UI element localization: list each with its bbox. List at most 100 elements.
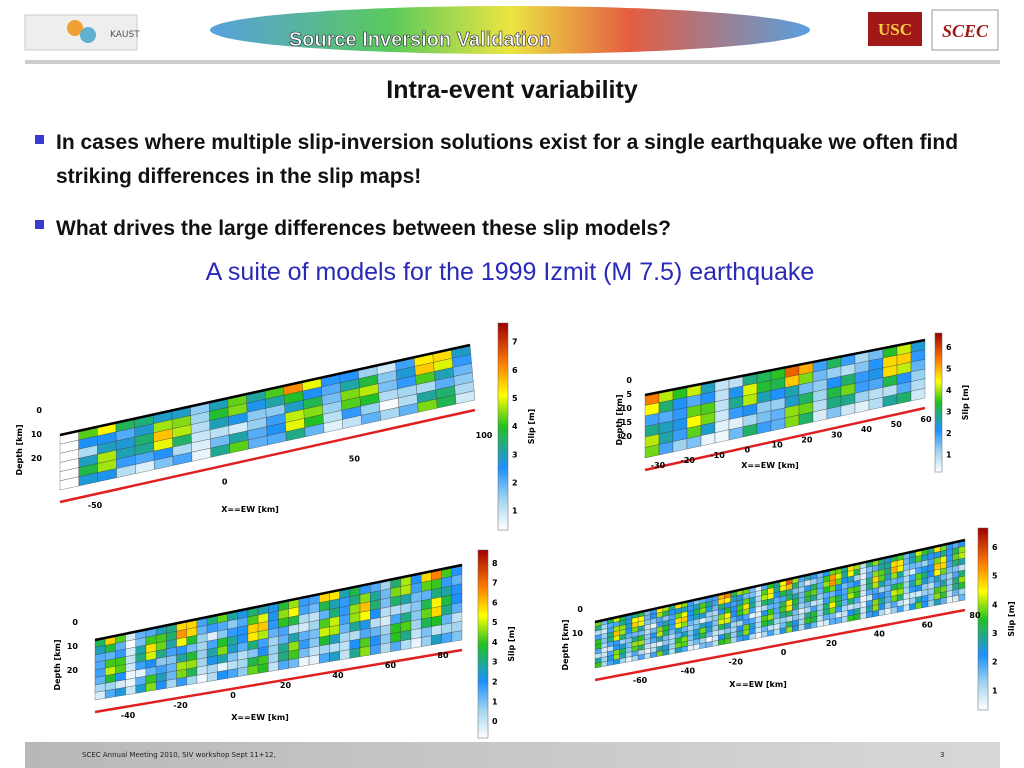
depth-tick-label: 0 <box>72 618 78 627</box>
slip-cell <box>339 649 351 661</box>
colorbar-tick-label: 4 <box>992 600 998 609</box>
x-tick-label: 20 <box>801 435 813 444</box>
slip-cell <box>841 615 848 623</box>
colorbar-tick-label: 1 <box>992 686 998 695</box>
x-axis-label: X==EW [km] <box>729 680 787 689</box>
x-tick-label: 0 <box>745 446 751 455</box>
slip-cell <box>380 642 391 654</box>
colorbar-label: Slip [m] <box>507 626 516 661</box>
slip-cell <box>921 600 929 609</box>
depth-tick-label: 10 <box>621 404 633 413</box>
slip-cell <box>400 629 412 642</box>
depth-tick-label: 10 <box>67 642 79 651</box>
slip-cell <box>390 640 401 652</box>
slip-cell <box>329 651 340 662</box>
banner <box>210 6 810 54</box>
slip-cell <box>186 675 198 686</box>
slip-cell <box>792 625 799 632</box>
x-tick-label: 10 <box>772 441 784 450</box>
slip-cell <box>451 630 463 642</box>
surface-trace <box>94 563 463 642</box>
slip-cell <box>451 621 463 633</box>
colorbar-tick-label: 2 <box>946 429 952 438</box>
slip-cell <box>431 624 442 636</box>
slip-cell <box>390 631 401 643</box>
depth-tick-label: 0 <box>36 406 42 415</box>
slip-cell <box>761 630 768 638</box>
logo-dot <box>80 27 96 43</box>
slip-cell <box>298 656 310 667</box>
slip-cell <box>206 671 218 682</box>
slip-cell <box>257 663 269 674</box>
slip-cell <box>915 601 922 610</box>
colorbar <box>497 322 509 531</box>
bullet: What drives the large differences betwee… <box>56 217 671 240</box>
x-tick-label: 0 <box>230 691 236 700</box>
slip-cell <box>431 633 442 646</box>
page-number: 3 <box>940 751 944 759</box>
slip-cell <box>823 619 830 627</box>
x-tick-label: -20 <box>681 456 696 465</box>
slip-cell <box>308 654 320 666</box>
slip-cell <box>410 628 422 640</box>
slip-cell <box>319 652 330 664</box>
x-tick-label: -20 <box>728 657 743 666</box>
logo-dot <box>67 20 83 36</box>
subtitle: A suite of models for the 1999 Izmit (M … <box>206 258 815 286</box>
x-tick-label: 0 <box>222 478 228 487</box>
slip-cell <box>400 639 412 651</box>
slip-cell <box>730 636 737 644</box>
slip-cell <box>910 388 926 402</box>
base-trace <box>59 408 476 504</box>
slip-cell <box>441 622 452 635</box>
slip-cell <box>829 618 836 626</box>
depth-tick-label: 20 <box>31 454 43 463</box>
slip-cell <box>736 635 744 643</box>
slip-cell <box>601 660 608 668</box>
slip-cell <box>145 682 157 692</box>
slip-cell <box>878 608 885 617</box>
banner-text: Source Inversion Validation <box>289 29 551 51</box>
slip-cell <box>718 638 725 646</box>
slip-cell <box>786 626 793 634</box>
slip-cell <box>607 659 614 666</box>
colorbar-tick-label: 3 <box>492 658 498 667</box>
colorbar-tick-label: 4 <box>946 386 952 395</box>
x-tick-label: 100 <box>476 431 493 440</box>
slip-cell <box>779 627 787 635</box>
header-rule <box>25 60 1000 64</box>
colorbar-tick-label: 3 <box>512 450 518 459</box>
surface-trace <box>59 343 471 437</box>
colorbar-tick-label: 7 <box>512 338 518 347</box>
x-axis-label: X==EW [km] <box>221 505 279 514</box>
slip-cell <box>903 604 910 612</box>
slip-cell <box>115 687 126 697</box>
slip-cell <box>196 673 208 684</box>
slip-cell <box>742 634 750 641</box>
slip-cell <box>668 648 676 655</box>
footer-bar <box>25 742 1000 768</box>
slip-cell <box>705 641 713 648</box>
colorbar-tick-label: 1 <box>492 697 498 706</box>
slip-cell <box>884 607 892 615</box>
x-tick-label: 50 <box>891 420 903 429</box>
base-trace <box>94 648 463 714</box>
colorbar <box>477 549 489 739</box>
colorbar-tick-label: 3 <box>946 408 952 417</box>
colorbar-tick-label: 3 <box>992 629 998 638</box>
colorbar-label: Slip [m] <box>1007 601 1016 636</box>
slip-cell <box>927 599 935 607</box>
x-tick-label: 60 <box>920 415 932 424</box>
depth-tick-label: 10 <box>31 430 43 439</box>
slip-cell <box>166 678 177 689</box>
depth-tick-label: 10 <box>572 629 584 638</box>
x-tick-label: 50 <box>349 454 361 463</box>
slip-cell <box>946 596 953 604</box>
colorbar-tick-label: 5 <box>946 365 952 374</box>
slip-cell <box>934 598 941 606</box>
x-tick-label: -20 <box>173 701 188 710</box>
slip-cell <box>650 651 657 658</box>
x-axis-label: X==EW [km] <box>741 461 799 470</box>
slip-cell <box>370 644 381 656</box>
